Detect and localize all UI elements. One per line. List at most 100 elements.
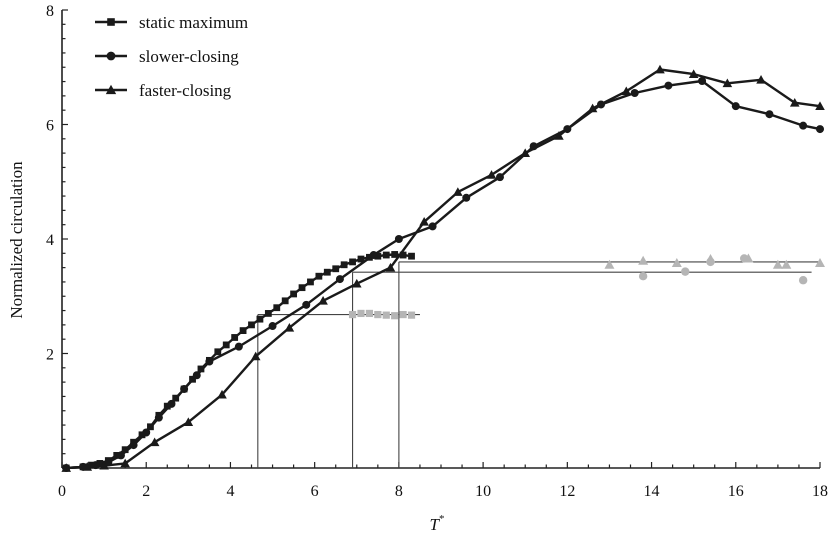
x-axis-label-superscript: * [439, 513, 445, 525]
data-point-circle [234, 342, 243, 351]
data-point-square [231, 334, 239, 341]
data-point-triangle [655, 64, 665, 74]
data-point-triangle [688, 69, 699, 78]
grey-point [705, 254, 716, 264]
data-point-circle [142, 428, 151, 437]
data-point-triangle [789, 97, 800, 107]
data-point-square [340, 261, 348, 269]
data-point-circle [529, 142, 538, 151]
data-point-triangle [82, 462, 93, 471]
data-point-square [197, 365, 205, 373]
grey-point [781, 259, 792, 269]
series-line-circle [66, 79, 821, 470]
x-tick-label: 18 [812, 483, 828, 500]
grey-point [681, 267, 690, 276]
grey-point [772, 259, 783, 269]
data-point-circle [731, 102, 740, 111]
x-tick-label: 12 [559, 483, 575, 500]
data-point-triangle [250, 351, 261, 361]
data-point-square [366, 253, 373, 261]
data-point-circle [205, 357, 214, 366]
data-point-triangle [453, 187, 463, 196]
grey-point [407, 311, 416, 319]
legend-label: faster-closing [139, 81, 232, 100]
data-point-square [147, 423, 154, 431]
grey-point [348, 310, 357, 319]
data-point-square [315, 272, 323, 280]
data-point-triangle [621, 86, 632, 96]
data-point-square [323, 268, 331, 276]
grey-point [743, 253, 754, 263]
grey-markers [348, 253, 825, 320]
data-point-triangle [419, 217, 429, 226]
data-point-triangle [351, 278, 362, 288]
data-point-triangle [318, 296, 328, 305]
data-point-square [222, 341, 230, 349]
x-tick-label: 14 [644, 483, 660, 500]
legend-marker [105, 84, 117, 95]
data-point-triangle [120, 458, 130, 468]
data-point-circle [765, 110, 774, 119]
data-point-triangle [385, 262, 396, 272]
data-point-square [163, 402, 171, 410]
data-point-triangle [99, 460, 109, 470]
data-point-circle [462, 193, 471, 202]
data-point-square [374, 252, 382, 260]
y-tick-label: 4 [46, 232, 54, 249]
data-point-square [281, 297, 289, 305]
data-point-square [113, 452, 121, 459]
data-point-square [290, 290, 298, 298]
data-point-circle [104, 458, 113, 467]
data-point-square [189, 375, 196, 383]
x-tick-label: 16 [728, 483, 744, 500]
grey-point [815, 258, 825, 268]
data-point-triangle [756, 75, 766, 84]
y-tick-label: 6 [46, 118, 54, 135]
x-tick-label: 2 [142, 483, 150, 500]
data-point-circle [335, 275, 344, 284]
axes: 0 2 4 6 8 10 12 14 16 18 2 4 6 8 [46, 3, 828, 500]
data-point-triangle [722, 78, 733, 88]
data-point-triangle [587, 103, 598, 113]
legend-marker [107, 18, 115, 26]
legend-marker [106, 51, 116, 61]
data-point-circle [129, 441, 138, 450]
data-point-circle [664, 81, 673, 90]
grey-point [357, 309, 365, 318]
data-point-circle [698, 76, 707, 85]
data-point-square [408, 252, 415, 260]
data-point-square [391, 251, 399, 258]
grey-point [604, 259, 615, 269]
grey-point [365, 309, 374, 318]
grey-point [391, 312, 399, 320]
data-point-circle [394, 235, 403, 243]
data-point-triangle [486, 170, 497, 179]
grey-point [638, 255, 649, 265]
data-point-circle [597, 100, 606, 109]
data-point-square [248, 321, 255, 329]
data-point-square [349, 258, 356, 266]
data-point-circle [816, 125, 824, 134]
series-lines [66, 68, 821, 470]
y-tick-label: 8 [46, 3, 54, 20]
series-line-triangle [66, 68, 821, 470]
data-point-square [264, 310, 272, 317]
grey-point [638, 272, 648, 281]
y-tick-label: 2 [46, 347, 54, 364]
y-axis-label: Normalized circulation [7, 161, 26, 319]
data-point-circle [495, 173, 504, 182]
series-markers [61, 64, 825, 472]
data-point-triangle [554, 131, 564, 140]
data-point-triangle [149, 437, 160, 447]
data-point-circle [268, 322, 277, 331]
grey-point [671, 258, 682, 268]
x-tick-label: 4 [226, 483, 234, 500]
data-point-square [382, 251, 390, 259]
data-point-circle [154, 413, 163, 422]
legend-label: static maximum [139, 13, 248, 32]
x-tick-label: 10 [475, 483, 491, 500]
x-tick-label: 6 [311, 483, 319, 500]
data-point-circle [630, 89, 639, 98]
data-point-square [121, 446, 129, 454]
data-point-triangle [217, 389, 227, 399]
